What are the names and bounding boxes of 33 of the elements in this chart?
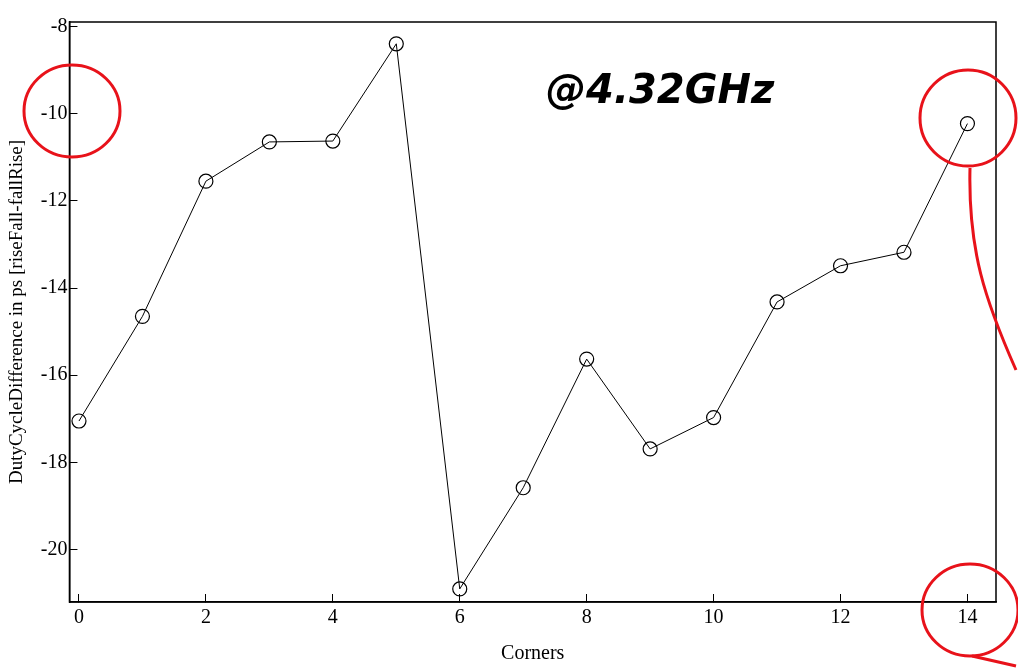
- point: [959, 116, 976, 132]
- point: [71, 413, 87, 429]
- y-tick-label: -14: [40, 275, 68, 298]
- point: [452, 581, 468, 597]
- x-tick-label: 12: [830, 605, 851, 628]
- point: [325, 133, 341, 149]
- x-tick-label: 10: [703, 605, 724, 628]
- x-tick-label: 2: [200, 605, 211, 628]
- y-tick-label: -8: [50, 13, 68, 36]
- point: [706, 409, 722, 426]
- point: [579, 351, 595, 367]
- point: [198, 173, 214, 189]
- y-tick-label: -20: [40, 536, 68, 559]
- y-tick-label: -18: [40, 449, 68, 472]
- point: [769, 294, 785, 310]
- point: [832, 258, 849, 274]
- point: [642, 441, 658, 457]
- point: [134, 308, 151, 324]
- point: [896, 244, 912, 260]
- x-tick-label: 4: [327, 605, 338, 628]
- point: [515, 480, 531, 496]
- x-axis-title: Corners: [501, 641, 565, 664]
- x-tick-label: 8: [581, 605, 592, 628]
- y-tick-label: -12: [40, 188, 68, 211]
- y-axis-title: DutyCycleDifference in ps [riseFall-fallRise]: [5, 139, 27, 485]
- y-tick-label: -10: [40, 100, 68, 123]
- point: [261, 134, 277, 150]
- annotation: @4.32GHz: [546, 66, 775, 112]
- x-tick-label: 0: [73, 605, 84, 628]
- y-tick-label: -16: [40, 362, 68, 385]
- x-tick-label: 6: [454, 605, 465, 628]
- point: [388, 36, 404, 52]
- x-tick-label: 14: [957, 605, 978, 628]
